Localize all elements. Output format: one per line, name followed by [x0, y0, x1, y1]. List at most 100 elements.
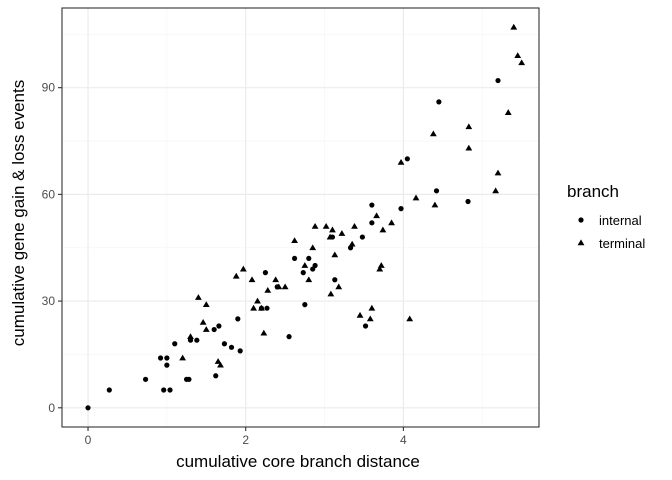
y-tick-label: 0	[48, 401, 55, 415]
point-terminal	[504, 109, 512, 115]
point-internal	[495, 77, 501, 84]
point-terminal	[327, 290, 335, 297]
point-internal	[85, 405, 91, 411]
series-terminal	[179, 23, 526, 368]
point-internal	[312, 262, 318, 269]
point-internal	[465, 198, 471, 205]
point-internal	[362, 323, 369, 329]
point-terminal	[254, 297, 261, 304]
point-terminal	[232, 272, 240, 279]
point-terminal	[305, 276, 313, 283]
x-tick-label: 4	[400, 433, 407, 447]
legend-key-terminal	[577, 239, 585, 246]
point-internal	[213, 373, 219, 379]
point-terminal	[264, 287, 272, 293]
point-terminal	[348, 240, 356, 247]
point-terminal	[356, 311, 364, 318]
point-terminal	[199, 319, 207, 325]
legend-label-internal: internal	[599, 213, 642, 228]
point-terminal	[366, 315, 374, 322]
point-terminal	[326, 233, 334, 240]
point-internal	[433, 188, 440, 194]
point-terminal	[202, 301, 210, 308]
y-axis-title: cumulative gene gain & loss events	[9, 80, 28, 347]
point-terminal	[260, 329, 268, 336]
major-grid	[62, 8, 539, 427]
point-terminal	[179, 354, 187, 361]
minor-grid	[62, 8, 539, 427]
point-internal	[306, 255, 312, 262]
point-internal	[291, 255, 298, 262]
point-internal	[398, 206, 404, 212]
legend-title: branch	[567, 182, 619, 201]
point-terminal	[311, 222, 319, 229]
point-terminal	[510, 23, 518, 30]
point-terminal	[335, 283, 343, 290]
point-internal	[172, 341, 178, 347]
legend-key-internal	[578, 217, 584, 223]
point-internal	[300, 270, 306, 276]
x-axis-title: cumulative core branch distance	[176, 452, 420, 471]
x-tick-label: 2	[242, 433, 249, 447]
point-terminal	[406, 315, 414, 322]
point-internal	[332, 277, 338, 283]
point-terminal	[514, 52, 522, 59]
point-terminal	[291, 237, 298, 243]
point-internal	[228, 344, 235, 350]
point-terminal	[518, 59, 526, 66]
point-terminal	[397, 158, 405, 165]
point-terminal	[217, 361, 224, 368]
point-terminal	[377, 262, 385, 268]
point-terminal	[275, 283, 283, 290]
point-terminal	[388, 219, 395, 226]
point-terminal	[248, 276, 256, 283]
point-terminal	[465, 123, 473, 130]
point-terminal	[368, 304, 376, 311]
point-terminal	[412, 194, 420, 201]
point-terminal	[281, 283, 289, 290]
point-internal	[436, 99, 442, 105]
panel-border	[61, 7, 540, 428]
point-internal	[142, 376, 149, 382]
y-tick-label: 30	[42, 294, 56, 308]
point-internal	[359, 234, 365, 240]
y-tick-label: 90	[42, 81, 56, 95]
point-terminal	[250, 304, 257, 311]
point-terminal	[429, 130, 437, 137]
point-terminal	[258, 304, 265, 311]
point-terminal	[338, 230, 346, 236]
point-terminal	[379, 226, 387, 233]
point-internal	[157, 355, 164, 361]
point-internal	[221, 341, 228, 347]
point-terminal	[194, 294, 202, 300]
point-terminal	[376, 265, 384, 272]
point-terminal	[329, 226, 336, 233]
point-terminal	[309, 244, 317, 251]
point-internal	[211, 326, 217, 333]
legend: branch internal terminal	[567, 182, 645, 251]
legend-label-terminal: terminal	[599, 236, 645, 251]
point-internal	[369, 202, 375, 208]
x-tick-label: 0	[85, 433, 92, 447]
point-terminal	[431, 201, 439, 208]
point-internal	[264, 305, 270, 311]
point-internal	[161, 387, 167, 393]
point-terminal	[331, 251, 339, 258]
point-internal	[302, 302, 308, 308]
point-internal	[369, 220, 375, 226]
y-tick-label: 60	[42, 187, 56, 201]
point-internal	[106, 387, 112, 393]
point-internal	[235, 316, 241, 322]
point-internal	[194, 337, 200, 343]
point-internal	[164, 355, 170, 361]
point-internal	[167, 387, 173, 393]
point-terminal	[351, 222, 358, 229]
point-terminal	[239, 265, 247, 272]
point-terminal	[494, 169, 502, 176]
point-terminal	[373, 212, 380, 219]
point-terminal	[272, 276, 280, 283]
point-internal	[286, 334, 292, 340]
point-internal	[404, 156, 410, 162]
point-terminal	[214, 358, 222, 364]
